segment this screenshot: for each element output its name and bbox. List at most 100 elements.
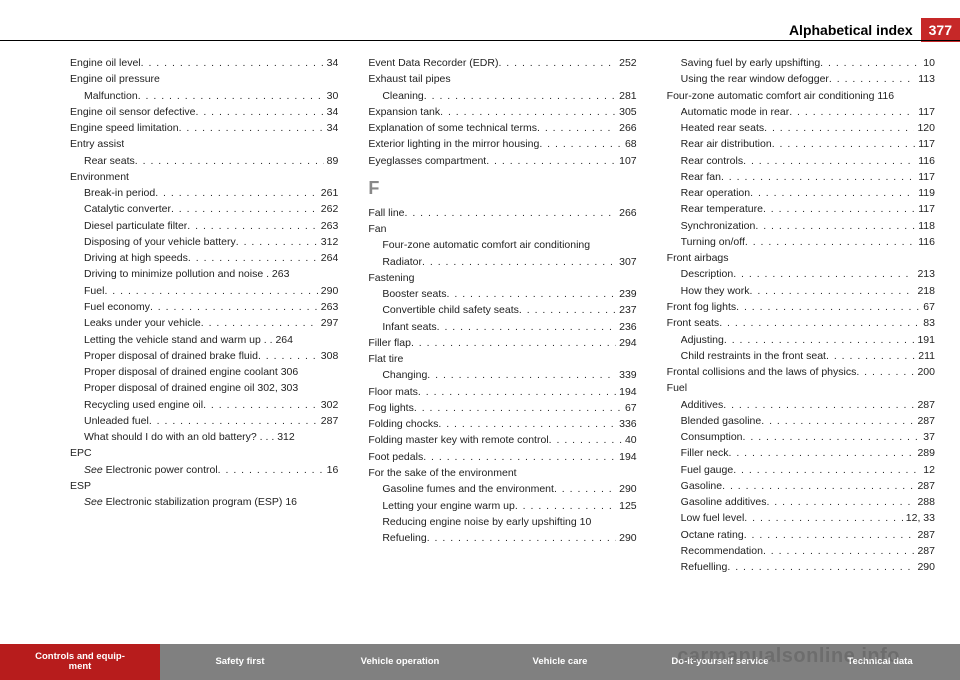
index-entry-label: Automatic mode in rear <box>681 104 790 120</box>
index-entry-label: Driving at high speeds <box>84 250 188 266</box>
footer-tab[interactable]: Controls and equip- ment <box>0 644 160 680</box>
index-entry-page: 10 <box>920 55 935 71</box>
index-entry: Gasoline . . . . . . . . . . . . . . . .… <box>667 478 935 494</box>
index-entry-page: 30 <box>324 88 339 104</box>
index-entry-label: Engine oil level <box>70 55 141 71</box>
index-entry: Fuel . . . . . . . . . . . . . . . . . .… <box>70 283 338 299</box>
leader-dots: . . . . . . . . . . . . . . . . . . . . … <box>519 302 616 318</box>
index-entry-page: 194 <box>616 449 637 465</box>
index-entry-label: Refueling <box>382 530 426 546</box>
index-entry-label: Gasoline additives <box>681 494 767 510</box>
leader-dots: . . . . . . . . . . . . . . . . . . . . … <box>437 319 617 335</box>
index-entry: Changing . . . . . . . . . . . . . . . .… <box>368 367 636 383</box>
index-entry-page: 239 <box>616 286 637 302</box>
index-entry: Leaks under your vehicle . . . . . . . .… <box>70 315 338 331</box>
index-entry-label: Octane rating <box>681 527 744 543</box>
index-entry-label: Entry assist <box>70 136 124 152</box>
index-entry-page: 117 <box>915 136 935 152</box>
leader-dots: . . . . . . . . . . . . . . . . . . . . … <box>515 498 616 514</box>
index-entry-page: 213 <box>914 266 935 282</box>
index-entry: Rear temperature . . . . . . . . . . . .… <box>667 201 935 217</box>
index-entry-label: Turning on/off <box>681 234 745 250</box>
index-entry-label: Cleaning <box>382 88 423 104</box>
index-entry-label: Gasoline fumes and the environment <box>382 481 554 497</box>
index-entry-page: 125 <box>616 498 637 514</box>
index-entry: Automatic mode in rear . . . . . . . . .… <box>667 104 935 120</box>
index-entry: Catalytic converter . . . . . . . . . . … <box>70 201 338 217</box>
footer-tab[interactable]: Do-it-yourself service <box>640 644 800 680</box>
index-entry-page: 12 <box>920 462 935 478</box>
index-entry: ESP <box>70 478 338 494</box>
index-entry-page: 117 <box>915 169 935 185</box>
leader-dots: . . . . . . . . . . . . . . . . . . . . … <box>856 364 914 380</box>
leader-dots: . . . . . . . . . . . . . . . . . . . . … <box>727 559 914 575</box>
index-entry-page: 37 <box>920 429 935 445</box>
header-title: Alphabetical index <box>789 22 913 38</box>
leader-dots: . . . . . . . . . . . . . . . . . . . . … <box>744 527 915 543</box>
leader-dots: . . . . . . . . . . . . . . . . . . . . … <box>218 462 324 478</box>
index-entry-page: 34 <box>324 55 339 71</box>
index-entry-page: 264 <box>318 250 339 266</box>
index-entry-label: See Electronic power control <box>84 462 218 478</box>
index-entry: What should I do with an old battery? . … <box>70 429 338 445</box>
index-entry-page: 287 <box>914 478 935 494</box>
footer-tab[interactable]: Safety first <box>160 644 320 680</box>
index-entry-label: Proper disposal of drained brake fluid <box>84 348 258 364</box>
index-entry: Adjusting . . . . . . . . . . . . . . . … <box>667 332 935 348</box>
index-entry-label: Consumption <box>681 429 743 445</box>
leader-dots: . . . . . . . . . . . . . . . . . . . . … <box>722 478 914 494</box>
leader-dots: . . . . . . . . . . . . . . . . . . . . … <box>766 494 914 510</box>
index-entry: Front airbags <box>667 250 935 266</box>
index-entry-page: 289 <box>914 445 935 461</box>
index-entry-label: Front seats <box>667 315 720 331</box>
index-entry-page: 34 <box>324 104 339 120</box>
index-entry-label: Letting your engine warm up <box>382 498 515 514</box>
index-entry: Recommendation . . . . . . . . . . . . .… <box>667 543 935 559</box>
leader-dots: . . . . . . . . . . . . . . . . . . . . … <box>104 283 317 299</box>
index-entry-page: 237 <box>616 302 637 318</box>
index-entry-page: 312 <box>318 234 339 250</box>
index-entry-label: Additives <box>681 397 724 413</box>
index-entry-label: Explanation of some technical terms <box>368 120 537 136</box>
leader-dots: . . . . . . . . . . . . . . . . . . . . … <box>789 104 915 120</box>
index-entry-label: Radiator <box>382 254 422 270</box>
index-entry-label: Front fog lights <box>667 299 736 315</box>
index-entry-label: Saving fuel by early upshifting <box>681 55 821 71</box>
leader-dots: . . . . . . . . . . . . . . . . . . . . … <box>755 218 915 234</box>
index-entry-page: 287 <box>914 397 935 413</box>
index-entry-label: Rear air distribution <box>681 136 772 152</box>
index-entry-page: 191 <box>914 332 935 348</box>
index-entry: Radiator . . . . . . . . . . . . . . . .… <box>368 254 636 270</box>
leader-dots: . . . . . . . . . . . . . . . . . . . . … <box>772 136 916 152</box>
index-entry: Foot pedals . . . . . . . . . . . . . . … <box>368 449 636 465</box>
leader-dots: . . . . . . . . . . . . . . . . . . . . … <box>761 413 914 429</box>
index-entry-label: Eyeglasses compartment <box>368 153 486 169</box>
index-entry-page: 218 <box>914 283 935 299</box>
leader-dots: . . . . . . . . . . . . . . . . . . . . … <box>138 88 324 104</box>
index-entry: Additives . . . . . . . . . . . . . . . … <box>667 397 935 413</box>
index-entry-label: Rear controls <box>681 153 743 169</box>
index-entry: Rear controls . . . . . . . . . . . . . … <box>667 153 935 169</box>
index-entry-page: 281 <box>616 88 637 104</box>
index-entry: Low fuel level . . . . . . . . . . . . .… <box>667 510 935 526</box>
leader-dots: . . . . . . . . . . . . . . . . . . . . … <box>258 348 318 364</box>
footer-tab[interactable]: Vehicle operation <box>320 644 480 680</box>
header: Alphabetical index 377 <box>789 18 960 42</box>
index-entry: Proper disposal of drained engine coolan… <box>70 364 338 380</box>
footer-tab[interactable]: Technical data <box>800 644 960 680</box>
leader-dots: . . . . . . . . . . . . . . . . . . . . … <box>155 185 318 201</box>
index-entry-label: Recycling used engine oil <box>84 397 203 413</box>
leader-dots: . . . . . . . . . . . . . . . . . . . . … <box>723 397 914 413</box>
footer-tab[interactable]: Vehicle care <box>480 644 640 680</box>
index-entry: Engine oil level . . . . . . . . . . . .… <box>70 55 338 71</box>
index-entry: Four-zone automatic comfort air conditio… <box>667 88 935 104</box>
footer-tabs: Controls and equip- mentSafety firstVehi… <box>0 644 960 680</box>
index-entry-page: 287 <box>914 527 935 543</box>
index-entry-page: 89 <box>324 153 339 169</box>
index-entry: Cleaning . . . . . . . . . . . . . . . .… <box>368 88 636 104</box>
index-entry-label: Convertible child safety seats <box>382 302 519 318</box>
index-entry-label: Leaks under your vehicle <box>84 315 201 331</box>
leader-dots: . . . . . . . . . . . . . . . . . . . . … <box>539 136 622 152</box>
index-entry: Break-in period . . . . . . . . . . . . … <box>70 185 338 201</box>
leader-dots: . . . . . . . . . . . . . . . . . . . . … <box>743 429 921 445</box>
